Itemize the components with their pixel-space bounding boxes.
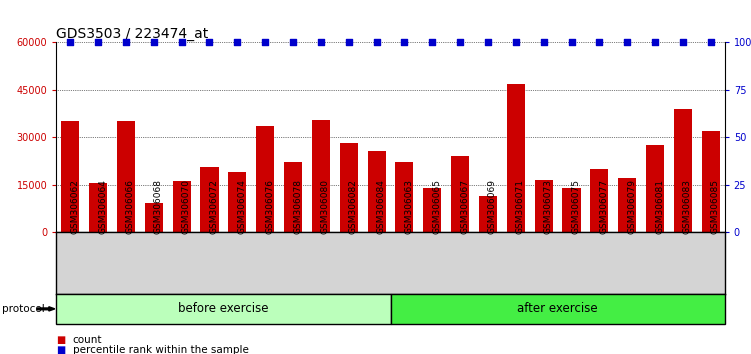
Bar (618, 178, 636, 232)
Text: after exercise: after exercise (517, 302, 598, 315)
Point (677, 40, 689, 45)
Bar (284, 162, 302, 232)
Bar (646, 145, 664, 232)
Text: GSM306083: GSM306083 (683, 179, 692, 234)
Text: before exercise: before exercise (178, 302, 269, 315)
Text: GSM306081: GSM306081 (655, 179, 664, 234)
Point (399, 40, 411, 45)
Point (259, 40, 271, 45)
Bar (391, 294, 725, 324)
Bar (201, 167, 219, 232)
Text: GSM306084: GSM306084 (376, 179, 385, 234)
Text: GDS3503 / 223474_at: GDS3503 / 223474_at (56, 28, 209, 41)
Text: GSM306063: GSM306063 (405, 179, 414, 234)
Bar (256, 126, 274, 232)
Text: GSM306073: GSM306073 (544, 179, 553, 234)
Text: GSM306071: GSM306071 (516, 179, 525, 234)
Point (566, 40, 578, 45)
Point (704, 40, 716, 45)
Point (482, 40, 494, 45)
Bar (395, 162, 414, 232)
Point (538, 40, 550, 45)
Text: GSM306065: GSM306065 (433, 179, 442, 234)
Text: GSM306080: GSM306080 (321, 179, 330, 234)
Bar (89, 183, 107, 232)
Bar (535, 180, 553, 232)
Point (120, 40, 132, 45)
Text: GSM306072: GSM306072 (210, 179, 219, 234)
Bar (590, 169, 608, 232)
Bar (56, 294, 391, 324)
Bar (173, 181, 191, 232)
Bar (562, 188, 581, 232)
Point (148, 40, 160, 45)
Text: GSM306077: GSM306077 (599, 179, 608, 234)
Bar (117, 121, 135, 232)
Text: GSM306069: GSM306069 (488, 179, 497, 234)
Text: GSM306062: GSM306062 (71, 179, 80, 234)
Text: GSM306078: GSM306078 (293, 179, 302, 234)
Point (510, 40, 522, 45)
Bar (339, 143, 357, 232)
Text: GSM306079: GSM306079 (627, 179, 636, 234)
Point (204, 40, 216, 45)
Point (231, 40, 243, 45)
Text: ■: ■ (56, 346, 65, 354)
Point (287, 40, 299, 45)
Text: GSM306068: GSM306068 (154, 179, 163, 234)
Point (649, 40, 661, 45)
Bar (674, 109, 692, 232)
Point (92, 40, 104, 45)
Point (621, 40, 633, 45)
Text: GSM306066: GSM306066 (126, 179, 135, 234)
Point (454, 40, 466, 45)
Text: GSM306085: GSM306085 (710, 179, 719, 234)
Bar (701, 131, 720, 232)
Text: GSM306064: GSM306064 (98, 179, 107, 234)
Bar (451, 156, 469, 232)
Text: count: count (73, 335, 102, 345)
Point (176, 40, 188, 45)
Bar (479, 195, 497, 232)
Text: GSM306076: GSM306076 (265, 179, 274, 234)
Point (370, 40, 382, 45)
Point (65, 40, 77, 45)
Bar (424, 188, 442, 232)
Point (342, 40, 354, 45)
Text: protocol: protocol (2, 304, 45, 314)
Point (427, 40, 439, 45)
Text: percentile rank within the sample: percentile rank within the sample (73, 346, 249, 354)
Text: GSM306075: GSM306075 (572, 179, 581, 234)
Text: GSM306074: GSM306074 (237, 179, 246, 234)
Point (593, 40, 605, 45)
Bar (61, 121, 80, 232)
Text: GSM306067: GSM306067 (460, 179, 469, 234)
Bar (228, 172, 246, 232)
Text: ■: ■ (56, 335, 65, 345)
Text: GSM306070: GSM306070 (182, 179, 191, 234)
Bar (312, 120, 330, 232)
Text: GSM306082: GSM306082 (348, 179, 357, 234)
Bar (367, 152, 386, 232)
Bar (145, 204, 163, 232)
Bar (507, 84, 525, 232)
Point (315, 40, 327, 45)
